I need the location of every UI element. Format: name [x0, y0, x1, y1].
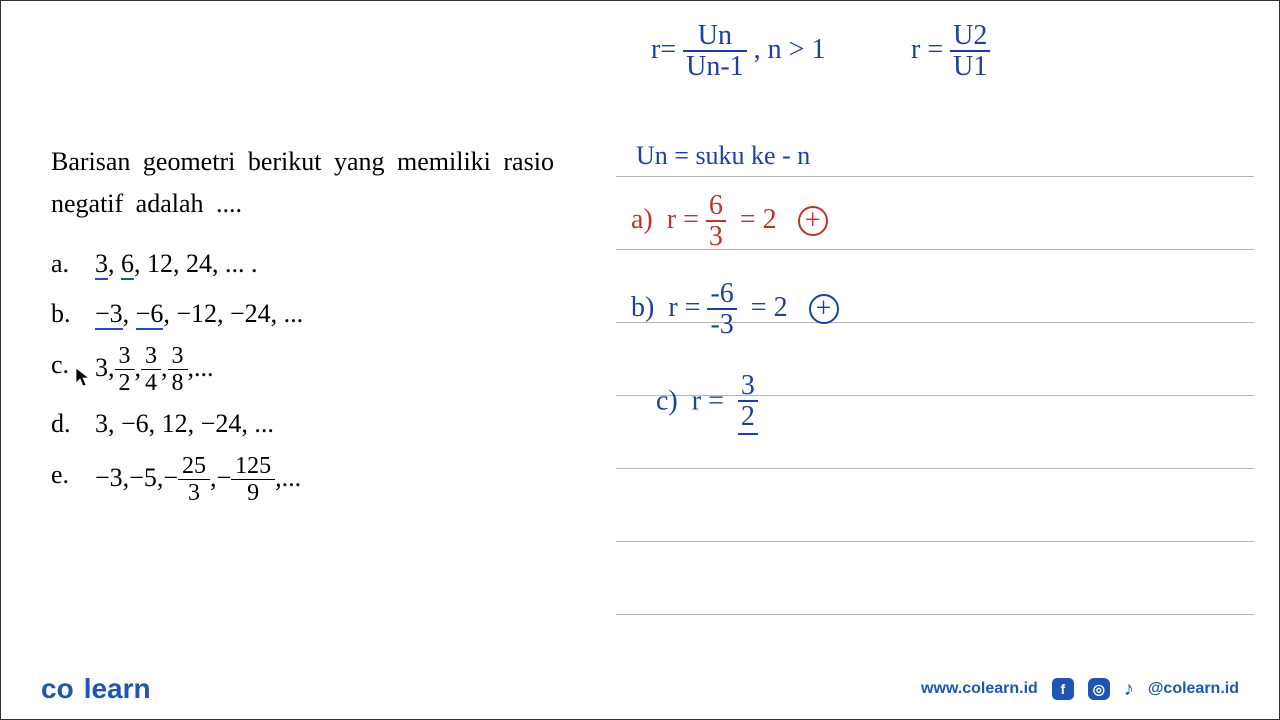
option-label-a: a.	[51, 242, 95, 286]
option-d: d. 3, −6, 12, −24, ...	[51, 402, 571, 446]
tiktok-icon[interactable]: ♪	[1124, 678, 1134, 701]
positive-mark-icon: +	[798, 206, 828, 236]
options-list: a. 3, 6, 12, 24, ... . b. −3, −6, −12, −…	[51, 242, 571, 506]
facebook-icon[interactable]: f	[1052, 678, 1074, 700]
formula-ratio-2: r = U2U1	[911, 21, 990, 82]
option-content-a: 3, 6, 12, 24, ... .	[95, 242, 258, 286]
question-line1: Barisan geometri berikut yang memiliki r…	[51, 147, 554, 176]
footer-right: www.colearn.id f ◎ ♪ @colearn.id	[921, 678, 1239, 701]
option-b: b. −3, −6, −12, −24, ...	[51, 292, 571, 336]
option-content-e: −3,−5,−253,−1259,...	[95, 453, 301, 507]
footer-bar: colearn www.colearn.id f ◎ ♪ @colearn.id	[1, 659, 1279, 719]
brand-co: co	[41, 673, 74, 704]
definition-un: Un = suku ke - n	[636, 141, 810, 171]
option-content-b: −3, −6, −12, −24, ...	[95, 292, 303, 336]
option-label-d: d.	[51, 402, 95, 446]
question-line2: negatif adalah ....	[51, 189, 242, 218]
footer-url[interactable]: www.colearn.id	[921, 680, 1038, 698]
solution-b: b) r = -6-3 = 2 +	[631, 279, 839, 340]
solution-a: a) r = 63 = 2 +	[631, 191, 828, 252]
instagram-icon[interactable]: ◎	[1088, 678, 1110, 700]
ruled-line	[616, 468, 1254, 469]
formula-ratio-1: r= UnUn-1 , n > 1	[651, 21, 825, 82]
worked-solution-panel: r= UnUn-1 , n > 1 r = U2U1 Un = suku ke …	[601, 1, 1279, 641]
option-content-c: 3,32,34,38,...	[95, 343, 214, 397]
solution-c: c) r = 32	[656, 371, 758, 435]
option-label-e: e.	[51, 453, 95, 507]
ruled-line	[616, 176, 1254, 177]
ruled-line	[616, 541, 1254, 542]
option-a: a. 3, 6, 12, 24, ... .	[51, 242, 571, 286]
option-content-d: 3, −6, 12, −24, ...	[95, 402, 274, 446]
question-text: Barisan geometri berikut yang memiliki r…	[51, 141, 571, 224]
option-e: e. −3,−5,−253,−1259,...	[51, 453, 571, 507]
option-label-b: b.	[51, 292, 95, 336]
option-c: c. 3,32,34,38,...	[51, 343, 571, 397]
brand-logo: colearn	[41, 673, 151, 705]
question-panel: Barisan geometri berikut yang memiliki r…	[1, 1, 601, 641]
cursor-icon	[75, 367, 93, 389]
ruled-line	[616, 614, 1254, 615]
positive-mark-icon: +	[809, 294, 839, 324]
brand-learn: learn	[84, 673, 151, 704]
footer-handle[interactable]: @colearn.id	[1148, 680, 1239, 698]
